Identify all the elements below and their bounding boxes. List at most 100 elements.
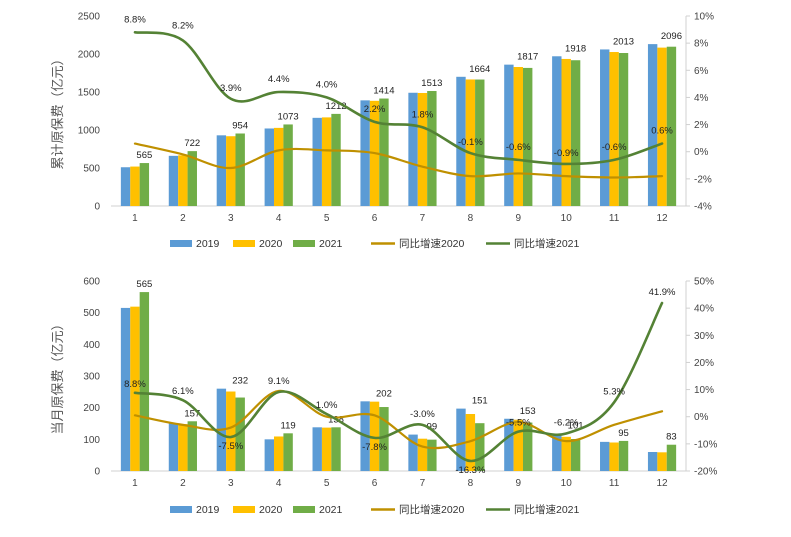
chart2-bar-2020	[513, 419, 523, 471]
chart2-bar-label: 153	[520, 406, 536, 417]
chart1-x-tick: 11	[609, 213, 620, 224]
chart1-bar-2019	[456, 76, 466, 206]
chart2-x-tick: 7	[420, 478, 426, 489]
chart1-bar-2019	[600, 49, 610, 206]
chart1-line-label: 4.0%	[316, 79, 338, 90]
chart1-bar-2020	[321, 117, 332, 206]
chart1-bar-2020	[274, 127, 284, 206]
chart2-line-label: 8.8%	[124, 379, 146, 390]
chart1-x-tick: 2	[180, 213, 186, 224]
chart1-bar-2021	[570, 60, 581, 207]
chart1-bar-2019	[120, 167, 131, 206]
chart1-line-label: 3.9%	[220, 83, 242, 94]
chart1-bar-2020	[657, 47, 667, 207]
chart1-bar-2021	[331, 113, 341, 206]
chart1-y2-tick: 6%	[694, 66, 709, 77]
chart2-y-tick: 600	[83, 277, 100, 288]
chart1-y2-tick: -2%	[694, 174, 712, 185]
chart1-bar-2019	[552, 56, 562, 206]
chart2-y-tick: 0	[94, 467, 100, 478]
chart1-x-tick: 1	[132, 213, 138, 224]
chart2-y2-tick: 50%	[694, 277, 714, 288]
chart1-y-tick: 2500	[78, 12, 101, 23]
chart2-line-label: -16.3%	[455, 465, 486, 476]
chart2-bar-2021	[331, 427, 341, 471]
chart1-line-label: 2.2%	[364, 104, 386, 115]
chart2-line-label: -7.5%	[218, 441, 243, 452]
chart1-bar-2021	[618, 53, 629, 207]
chart1-bar-2019	[216, 135, 227, 206]
chart2-line-label: -3.0%	[410, 409, 435, 420]
chart1-x-tick: 12	[656, 213, 668, 224]
chart2-bar-label: 232	[232, 376, 248, 387]
chart1-y-tick: 1500	[78, 88, 101, 99]
chart2-bar-2019	[600, 441, 610, 471]
chart1-legend-label: 2021	[319, 238, 343, 250]
chart2-line-label: 9.1%	[268, 376, 290, 387]
chart1-line-label: 8.2%	[172, 20, 194, 31]
chart2-y-tick: 500	[83, 308, 100, 319]
chart2-x-tick: 8	[468, 478, 474, 489]
chart1-bar-label: 722	[184, 138, 200, 149]
chart2-x-tick: 9	[516, 478, 522, 489]
chart1-y-tick: 1000	[78, 126, 101, 137]
chart1-bar-label: 1513	[421, 78, 442, 89]
chart2-y2-tick: -20%	[694, 467, 717, 478]
chart2-bar-label: 202	[376, 388, 392, 399]
chart2-bar-2021	[187, 421, 197, 471]
chart2-bar-2019	[408, 434, 418, 471]
chart2-bar-2019	[312, 427, 322, 471]
chart1-bar-2019	[647, 44, 658, 207]
chart1-bar-2020	[130, 166, 140, 206]
chart1-bar-label: 1817	[517, 52, 538, 63]
chart2-y-tick: 400	[83, 340, 100, 351]
chart2-bar-2020	[657, 452, 667, 471]
chart2-legend-label: 2021	[319, 504, 343, 516]
chart2-bar-label: 157	[184, 408, 200, 419]
chart1-y2-tick: 8%	[694, 39, 709, 50]
chart1-bar-2021	[139, 163, 150, 206]
chart2-line-label: 5.3%	[603, 386, 625, 397]
chart1-bar-label: 1212	[325, 101, 346, 112]
chart1-line-同比增速2021	[133, 30, 664, 166]
chart1-bar-label: 2096	[661, 31, 682, 42]
chart1-legend-label: 2020	[259, 238, 283, 250]
chart1-bar-label: 1664	[469, 64, 490, 75]
chart1-y-tick: 500	[83, 164, 100, 175]
chart2-line-同比增速2020	[133, 389, 664, 450]
chart1-x-tick: 5	[324, 213, 330, 224]
chart1-line-label: 4.4%	[268, 74, 290, 85]
chart2-bar-2021	[139, 292, 150, 471]
chart1-x-tick: 7	[420, 213, 426, 224]
chart2-bar-label: 565	[136, 279, 152, 290]
chart1-bar-2019	[312, 117, 322, 206]
chart1-legend-label: 2019	[196, 238, 220, 250]
chart2-legend-label: 同比增速2020	[399, 503, 465, 516]
chart1-bar-label: 954	[232, 120, 248, 131]
chart1-y-axis-title: 累计原保费（亿元）	[51, 52, 66, 169]
chart2-legend-swatch	[233, 506, 255, 513]
chart2-x-tick: 11	[609, 478, 620, 489]
chart1-bar-label: 1073	[278, 111, 299, 122]
chart1-bar-2020	[513, 66, 523, 206]
chart1-line-label: -0.6%	[506, 142, 531, 153]
chart1-line-label: -0.6%	[602, 142, 627, 153]
chart1-x-tick: 6	[372, 213, 378, 224]
chart2-legend-swatch	[293, 506, 315, 513]
chart2-y-axis-title: 当月原保费（亿元）	[51, 317, 66, 434]
chart1-legend-label: 同比增速2020	[399, 237, 465, 250]
chart2-legend-label: 2019	[196, 504, 220, 516]
chart1-bar-2020	[417, 92, 428, 206]
chart1-bar-label: 2013	[613, 36, 634, 47]
chart2-x-tick: 4	[276, 478, 282, 489]
chart2-bar-2020	[561, 436, 571, 471]
chart1-y2-tick: -4%	[694, 202, 712, 213]
chart2-bar-2019	[456, 408, 466, 471]
chart2-y2-tick: -10%	[694, 439, 717, 450]
chart2-bar-2020	[178, 424, 188, 471]
chart1-bar-2019	[504, 64, 514, 206]
chart1-x-tick: 10	[561, 213, 573, 224]
chart2-x-tick: 1	[132, 478, 138, 489]
chart1-bar-2020	[465, 79, 476, 206]
chart1-y2-tick: 0%	[694, 147, 709, 158]
